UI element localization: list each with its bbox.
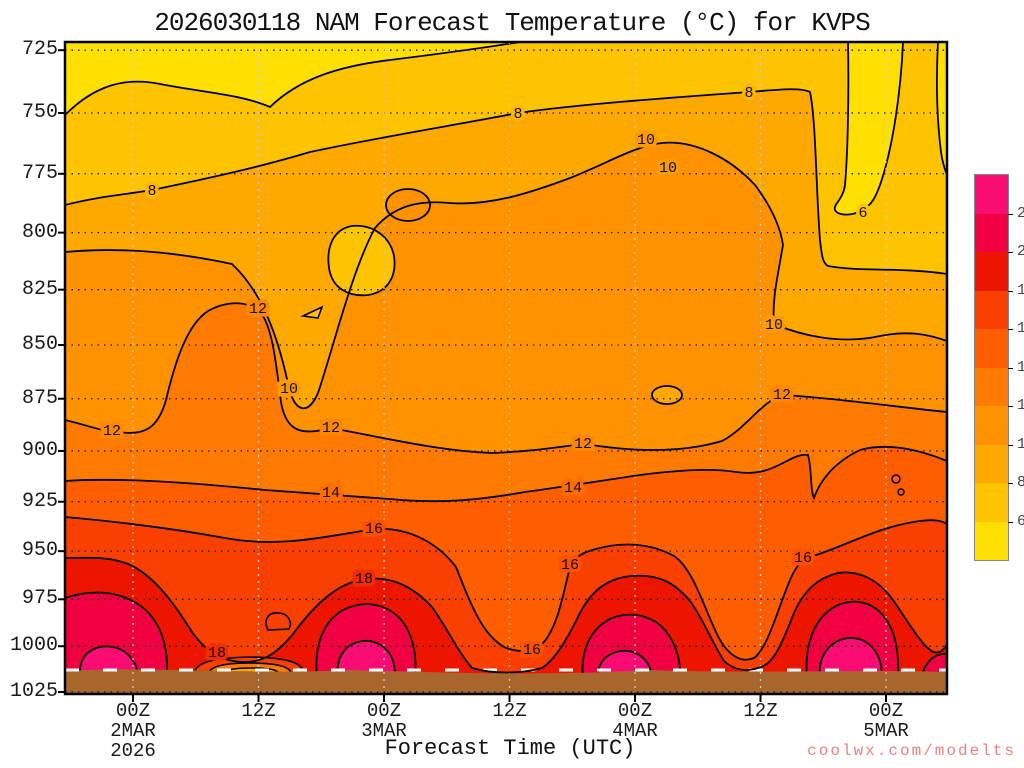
x-tick-label: 12Z: [743, 700, 778, 722]
contour-label: 10: [280, 381, 298, 398]
contour-label: 12: [103, 423, 121, 440]
x-tick-label: 00Z: [868, 700, 904, 722]
y-tick-label: 950: [21, 539, 58, 563]
x-axis-title: Forecast Time (UTC): [384, 736, 636, 761]
x-tick-label: 00Z: [115, 700, 151, 722]
colorbar-tick: [1008, 290, 1013, 292]
contour-label: 6: [858, 205, 867, 222]
colorbar-tick-label: 8: [1017, 474, 1024, 491]
x-tick-label: 4MAR: [612, 720, 658, 742]
y-tick-label: 975: [21, 587, 58, 611]
contour-label: 12: [773, 387, 791, 404]
colorbar-cell: [975, 290, 1008, 329]
x-tick-label: 5MAR: [863, 720, 909, 742]
contour-label: 16: [794, 550, 812, 567]
x-tick-label: 12Z: [492, 700, 527, 722]
plot-border: [63, 40, 949, 696]
contour-label: 8: [147, 183, 156, 200]
colorbar-cell: [975, 367, 1008, 406]
colorbar-cell: [975, 213, 1008, 252]
y-tick-label: 1025: [9, 679, 58, 703]
colorbar-tick: [1008, 521, 1013, 523]
colorbar-cell: [975, 175, 1008, 214]
contour-label: 12: [574, 436, 592, 453]
colorbar-cell: [975, 444, 1008, 483]
contour-label: 16: [365, 521, 383, 538]
colorbar-cell: [975, 483, 1008, 522]
colorbar-tick-label: 16: [1017, 320, 1024, 337]
colorbar-tick: [1008, 329, 1013, 330]
colorbar-tick-label: 22: [1017, 204, 1024, 222]
y-tick-label: 1000: [9, 634, 58, 658]
contour-label: 16: [561, 557, 579, 574]
watermark-link[interactable]: coolwx.com/modelts: [807, 742, 1016, 760]
contour-label: 18: [355, 571, 373, 588]
chart-title: 2026030118 NAM Forecast Temperature (°C)…: [154, 8, 871, 38]
x-tick-label: 00Z: [366, 700, 402, 722]
colorbar-cell: [975, 329, 1008, 368]
colorbar-tick: [1008, 367, 1013, 369]
contour-label: 8: [513, 106, 522, 123]
colorbar-tick: [1008, 406, 1013, 407]
colorbar-tick-label: 14: [1017, 358, 1024, 376]
x-tick-label: 12Z: [241, 700, 276, 722]
colorbar-tick-label: 10: [1017, 435, 1024, 453]
colorbar-tick: [1008, 483, 1013, 484]
y-tick-label: 900: [21, 438, 58, 462]
colorbar-tick-label: 20: [1017, 243, 1024, 260]
colorbar-tick: [1008, 444, 1013, 446]
y-tick-label: 825: [21, 277, 58, 301]
x-tick-label: 00Z: [617, 700, 653, 722]
x-tick-label: 2026: [110, 740, 156, 762]
contour-label: 16: [523, 642, 541, 659]
x-tick-label: 2MAR: [110, 720, 156, 742]
y-tick-label: 750: [21, 101, 58, 124]
below-ground-mask: [65, 669, 947, 694]
y-tick-label: 925: [21, 489, 58, 513]
contour-label: 10: [765, 317, 783, 334]
contour-label: 12: [322, 420, 340, 437]
x-tick-label: 3MAR: [361, 720, 407, 742]
y-tick-label: 850: [21, 332, 58, 356]
temperature-colorbar: [974, 174, 1009, 561]
contour-label: 8: [744, 85, 753, 102]
y-tick-label: 800: [21, 220, 58, 244]
colorbar-cell: [975, 252, 1008, 291]
contour-lines: [65, 88, 947, 674]
y-tick-label: 725: [21, 38, 58, 62]
contour-label: 14: [564, 480, 582, 497]
contour-label: 10: [637, 132, 655, 149]
colorbar-cell: [975, 406, 1008, 445]
colorbar-tick-label: 18: [1017, 281, 1024, 299]
y-tick-label: 775: [21, 161, 58, 185]
colorbar-tick-label: 6: [1017, 512, 1024, 530]
contour-label: 14: [322, 485, 340, 502]
colorbar-tick: [1008, 252, 1013, 253]
y-tick-label: 875: [21, 386, 58, 410]
colorbar-tick: [1008, 213, 1013, 215]
contour-label: 10: [659, 160, 677, 177]
contour-label: 12: [249, 301, 267, 318]
colorbar-cell: [975, 521, 1008, 560]
colorbar-tick-label: 12: [1017, 397, 1024, 414]
gridlines: [65, 42, 947, 694]
contour-label: 18: [208, 645, 226, 662]
